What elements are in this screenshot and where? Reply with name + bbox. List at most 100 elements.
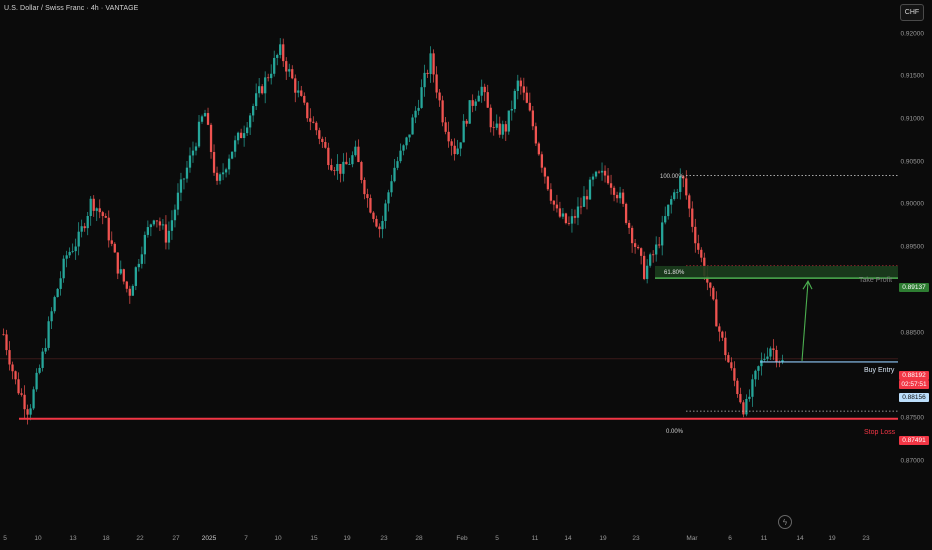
price-tick-label: 0.92000 [900,30,925,38]
candle-body [128,288,131,296]
candle-body [209,124,213,152]
candle-body [113,243,116,253]
candle-body [414,110,417,118]
candle-body [182,178,186,180]
candle-body [567,223,571,224]
candle-body [718,326,721,332]
time-tick-label: 23 [632,535,640,542]
candle-body [700,249,703,258]
candle-body [267,77,270,79]
candle-body [264,77,267,94]
candle-body [501,124,504,135]
candle-body [176,192,180,210]
candle-body [291,69,294,79]
current-price-badge: 0.88192 [899,371,929,380]
candle-body [224,169,228,173]
candle-body [510,109,513,111]
take-profit-zone [655,265,898,279]
candle-body [504,124,507,132]
candle-body [537,143,541,155]
candle-body [715,299,718,327]
candle-body [330,165,333,171]
time-tick-label: 19 [599,535,607,542]
candle-body [390,181,393,193]
candle-body [342,161,345,174]
candle-body [676,191,679,193]
candle-body [522,86,525,93]
candle-body [23,394,26,410]
candle-body [47,321,50,348]
time-tick-label: 23 [380,535,388,542]
candle-body [652,254,655,256]
candle-body [525,92,528,103]
price-tick-label: 0.91500 [900,72,925,80]
candle-body [621,192,625,204]
candle-body [363,179,366,195]
candle-body [646,265,649,279]
candle-body [212,151,216,173]
candle-body [65,255,68,259]
lightning-icon[interactable]: ϟ [778,515,792,529]
candle-body [772,348,775,350]
candle-body [155,220,159,222]
candle-body [721,331,724,338]
candle-body [733,368,736,381]
candle-body [682,176,685,179]
candle-body [218,174,222,181]
candle-body [516,80,519,91]
candle-body [122,269,125,282]
candle-body [197,121,201,147]
candle-body [14,371,17,380]
candle-body [125,281,128,289]
candle-body [146,227,150,235]
candle-body [471,100,474,106]
candle-body [513,90,516,110]
candle-body [552,200,556,205]
price-tick-label: 0.91000 [900,115,925,123]
candle-body [709,282,712,288]
candle-body [642,255,646,279]
candle-body [655,244,658,255]
candle-body [324,141,327,148]
candle-body [486,92,489,108]
candle-body [760,359,763,367]
candle-body [670,199,673,205]
time-tick-label: 5 [3,535,7,542]
time-tick-label: Mar [686,535,698,542]
candle-body [468,100,471,124]
candle-body [435,74,438,93]
candle-body [727,355,730,363]
candle-body [691,208,694,227]
candle-body [158,221,162,226]
candle-body [540,154,544,168]
candle-body [477,95,480,102]
candle-body [757,366,760,371]
candle-body [694,226,697,244]
candle-body [582,196,586,207]
candle-body [351,155,354,165]
time-tick-label: 14 [564,535,572,542]
candle-body [56,288,59,298]
candle-body [53,297,56,312]
candle-body [543,167,547,177]
candle-body [387,192,390,204]
candle-body [242,133,246,139]
candle-body [294,78,297,93]
candle-body [576,206,580,218]
candle-body [372,212,375,219]
candle-body [203,113,207,117]
candle-body [77,231,80,247]
candle-body [116,252,119,274]
candle-body [8,350,11,365]
candle-body [62,258,65,279]
fib-100-label: 100.00% [660,174,684,180]
candle-body [119,269,122,274]
candle-body [507,110,510,132]
candle-body [450,141,453,146]
currency-selector[interactable]: CHF [900,4,924,21]
candle-body [594,171,598,177]
candle-body [396,161,399,168]
time-tick-label: 15 [310,535,318,542]
candle-body [188,155,192,168]
